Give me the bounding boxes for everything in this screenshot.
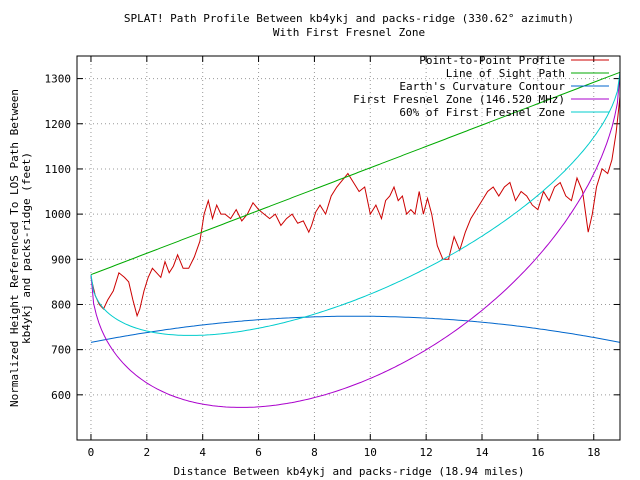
y-tick-label: 600 xyxy=(51,389,71,402)
legend-label: Line of Sight Path xyxy=(446,67,565,80)
series-line-first-fresnel-zone-146-520-mhz xyxy=(90,72,621,408)
x-tick-label: 12 xyxy=(420,446,433,459)
axis-ticks: 0 2 4 6 8 10 12 14 16 18 600 700 800 900 1000 1100 1200 1… xyxy=(45,56,620,459)
series-line-point-to-point-profile xyxy=(90,96,621,318)
y-tick-label: 800 xyxy=(51,298,71,311)
y-tick-label: 1300 xyxy=(45,73,72,86)
x-tick-label: 18 xyxy=(587,446,600,459)
x-tick-label: 2 xyxy=(144,446,151,459)
y-tick-label: 700 xyxy=(51,344,71,357)
x-tick-label: 8 xyxy=(311,446,318,459)
y-axis-label-line2: kb4ykj and packs-ridge (feet) xyxy=(20,152,33,344)
plot-frame xyxy=(76,55,621,441)
series-line-earth-s-curvature-contour xyxy=(90,315,621,343)
legend-label: 60% of First Fresnel Zone xyxy=(399,106,565,119)
series-lines xyxy=(90,71,621,408)
chart-title: SPLAT! Path Profile Between kb4ykj and p… xyxy=(124,12,574,25)
y-tick-label: 1000 xyxy=(45,208,72,221)
y-tick-label: 1200 xyxy=(45,118,72,131)
chart-subtitle: With First Fresnel Zone xyxy=(273,26,425,39)
series-line-60-of-first-fresnel-zone xyxy=(90,72,621,336)
y-tick-label: 1100 xyxy=(45,163,72,176)
x-tick-label: 0 xyxy=(88,446,95,459)
legend-label: First Fresnel Zone (146.520 MHz) xyxy=(353,93,565,106)
legend-label: Earth's Curvature Contour xyxy=(399,80,565,93)
x-tick-label: 4 xyxy=(199,446,206,459)
series-line-line-of-sight-path xyxy=(90,71,621,276)
grid xyxy=(77,56,620,440)
y-axis-label-line1: Normalized Height Referenced To LOS Path… xyxy=(8,89,21,407)
x-axis-label: Distance Between kb4ykj and packs-ridge … xyxy=(174,465,525,478)
x-tick-label: 14 xyxy=(475,446,489,459)
x-tick-label: 6 xyxy=(255,446,262,459)
y-tick-label: 900 xyxy=(51,253,71,266)
x-tick-label: 16 xyxy=(531,446,544,459)
legend-label: Point-to-Point Profile xyxy=(419,54,565,67)
x-tick-label: 10 xyxy=(364,446,377,459)
